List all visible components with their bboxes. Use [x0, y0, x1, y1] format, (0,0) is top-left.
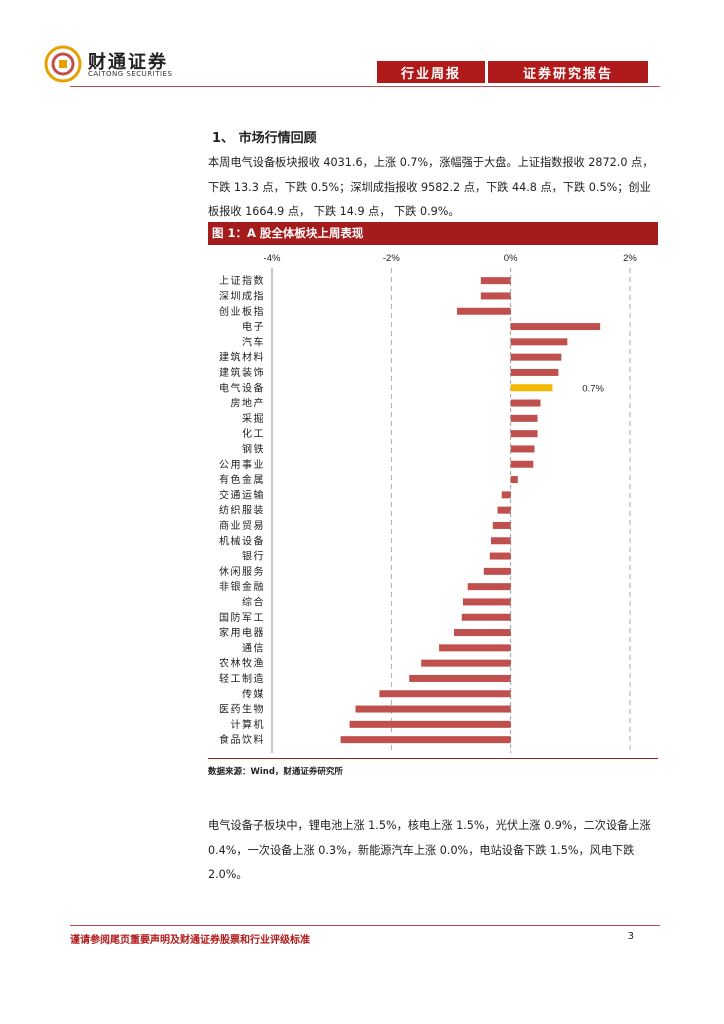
bar-26	[409, 674, 511, 682]
category-label: 电子	[242, 320, 265, 333]
bar-10	[510, 430, 538, 438]
category-label: 综合	[242, 595, 265, 608]
category-label: 建筑装饰	[219, 366, 265, 379]
bar-22	[461, 613, 511, 621]
category-label: 交通运输	[219, 488, 265, 501]
logo-subtitle: CAITONG SECURITIES	[88, 70, 173, 78]
bar-9	[510, 414, 538, 422]
caitong-logo-icon	[44, 45, 82, 83]
section-heading: 1、 市场行情回顾	[212, 131, 317, 146]
bar-15	[497, 506, 511, 514]
x-tick-label: 2%	[623, 253, 637, 264]
x-tick-label: -4%	[264, 253, 281, 264]
bar-30	[340, 736, 511, 744]
bar-17	[490, 537, 511, 545]
bar-21	[462, 598, 511, 606]
category-label: 银行	[242, 550, 265, 563]
x-tick-label: 0%	[504, 253, 518, 264]
category-label: 商业贸易	[219, 519, 265, 532]
tag-research-report: 证券研究报告	[488, 61, 648, 83]
bar-25	[421, 659, 511, 667]
footer-disclaimer: 谨请参阅尾页重要声明及财通证券股票和行业评级标准	[70, 935, 310, 946]
category-label: 轻工制造	[219, 672, 265, 685]
category-label: 国防军工	[219, 611, 265, 624]
tag-weekly-report: 行业周报	[377, 61, 485, 83]
bar-3	[510, 323, 601, 331]
bar-13	[510, 476, 518, 484]
page-number: 3	[627, 931, 634, 942]
category-label: 房地产	[231, 397, 266, 410]
company-logo: 财通证券 CAITONG SECURITIES	[44, 45, 194, 87]
bar-6	[510, 368, 559, 376]
category-label: 医药生物	[219, 703, 265, 716]
header-divider	[70, 86, 660, 87]
source-divider	[208, 758, 658, 759]
bar-28	[355, 705, 511, 713]
highlight-data-label: 0.7%	[582, 383, 604, 394]
category-label: 化工	[242, 427, 265, 440]
subsector-paragraph: 电气设备子板块中，锂电池上涨 1.5%，核电上涨 1.5%，光伏上涨 0.9%，…	[208, 819, 651, 881]
figure-source: 数据来源：Wind，财通证券研究所	[208, 767, 343, 777]
category-label: 建筑材料	[219, 351, 265, 364]
bar-2	[456, 307, 511, 315]
bar-11	[510, 445, 535, 453]
bar-16	[492, 521, 511, 529]
market-review-paragraph: 本周电气设备板块报收 4031.6，上涨 0.7%，涨幅强于大盘。上证指数报收 …	[208, 156, 654, 218]
category-label: 采掘	[242, 412, 265, 425]
category-label: 有色金属	[219, 473, 265, 486]
figure-title: 图 1：A 股全体板块上周表现	[208, 222, 658, 244]
category-label: 电气设备	[219, 381, 265, 394]
category-label: 公用事业	[219, 458, 265, 471]
category-label: 机械设备	[219, 534, 265, 547]
category-label: 汽车	[242, 335, 265, 348]
x-tick-label: -2%	[383, 253, 400, 264]
category-label: 通信	[242, 642, 265, 654]
category-label: 计算机	[231, 718, 266, 731]
category-label: 传媒	[242, 688, 265, 700]
category-label: 家用电器	[219, 626, 265, 639]
bar-1	[480, 292, 511, 300]
bar-0	[480, 277, 511, 285]
bar-7	[510, 384, 553, 392]
logo-name: 财通证券	[88, 52, 168, 73]
category-label: 食品饮料	[219, 733, 265, 746]
category-label: 上证指数	[219, 274, 265, 287]
category-label: 深圳成指	[219, 289, 265, 302]
bar-24	[439, 644, 511, 652]
figure-title-underline	[208, 244, 658, 245]
category-label: 创业板指	[219, 305, 265, 318]
bar-20	[467, 583, 511, 591]
bar-18	[489, 552, 511, 560]
category-label: 钢铁	[242, 442, 265, 455]
bar-8	[510, 399, 541, 407]
category-label: 农林牧渔	[219, 657, 265, 670]
bar-12	[510, 460, 534, 468]
bar-5	[510, 353, 562, 361]
bar-27	[379, 690, 511, 698]
category-label: 休闲服务	[219, 565, 265, 578]
bar-29	[349, 720, 511, 728]
footer-divider	[70, 925, 660, 926]
bar-4	[510, 338, 568, 346]
bar-19	[483, 567, 511, 575]
bar-14	[501, 491, 511, 499]
category-label: 非银金融	[219, 580, 265, 593]
category-label: 纺织服装	[219, 504, 265, 517]
bar-23	[453, 629, 511, 637]
